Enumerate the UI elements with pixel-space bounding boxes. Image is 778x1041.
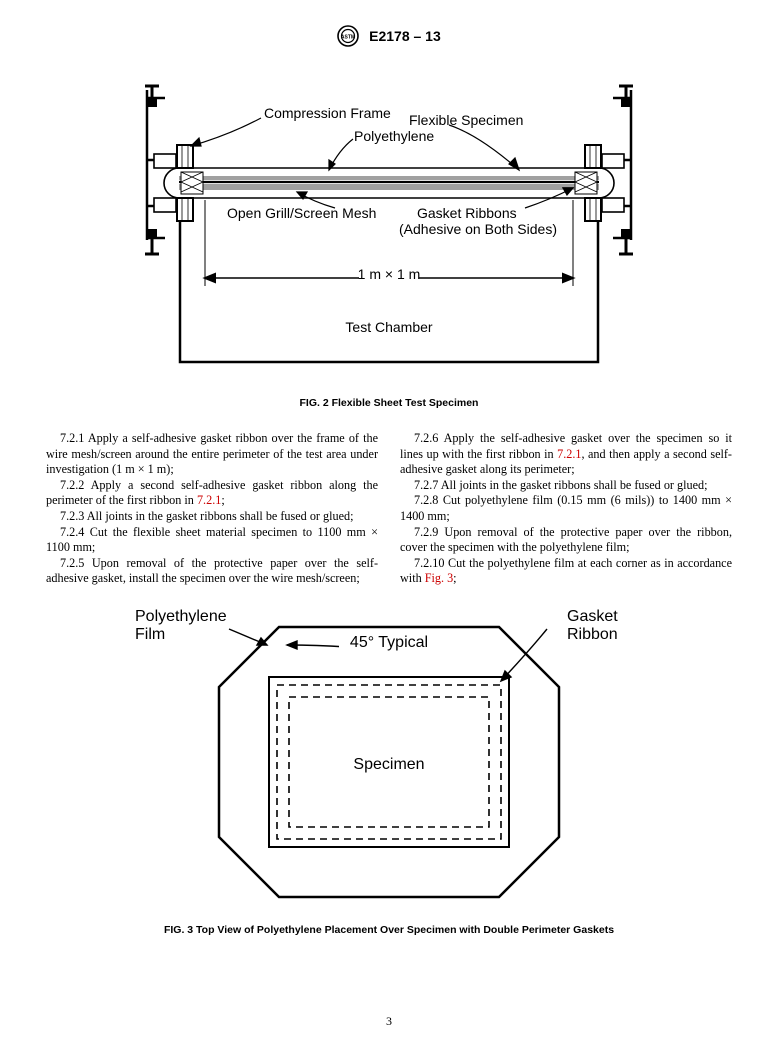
para-7-2-5: 7.2.5 Upon removal of the protective pap… — [46, 556, 378, 587]
fig3-label-poly-2: Film — [135, 626, 165, 643]
para-7-2-8: 7.2.8 Cut polyethylene film (0.15 mm (6 … — [400, 493, 732, 524]
figure-2-caption: FIG. 2 Flexible Sheet Test Specimen — [46, 397, 732, 409]
fig3-label-gasket-1: Gasket — [567, 608, 618, 625]
figure-3: Polyethylene Film 45° Typical Gasket Rib… — [46, 601, 732, 936]
fig2-label-polyethylene: Polyethylene — [354, 128, 434, 144]
figure-3-caption: FIG. 3 Top View of Polyethylene Placemen… — [46, 924, 732, 936]
ref-7-2-1-b: 7.2.1 — [557, 447, 581, 461]
fig2-label-dimension: 1 m × 1 m — [358, 266, 421, 282]
ref-7-2-1: 7.2.1 — [197, 493, 221, 507]
fig2-label-gasket-ribbons-2: (Adhesive on Both Sides) — [399, 221, 557, 237]
standard-id: E2178 – 13 — [369, 28, 441, 44]
para-7-2-10: 7.2.10 Cut the polyethylene film at each… — [400, 556, 732, 587]
para-7-2-2: 7.2.2 Apply a second self-adhesive gaske… — [46, 478, 378, 509]
para-7-2-4: 7.2.4 Cut the flexible sheet material sp… — [46, 525, 378, 556]
fig3-label-angle: 45° Typical — [350, 634, 428, 651]
para-7-2-1: 7.2.1 Apply a self-adhesive gasket ribbo… — [46, 431, 378, 478]
fig2-label-compression-frame: Compression Frame — [264, 105, 391, 121]
right-column: 7.2.6 Apply the self-adhesive gasket ove… — [400, 431, 732, 587]
fig2-label-gasket-ribbons-1: Gasket Ribbons — [417, 205, 517, 221]
fig3-label-specimen: Specimen — [353, 756, 424, 773]
page-number: 3 — [0, 1014, 778, 1029]
fig2-label-open-grill: Open Grill/Screen Mesh — [227, 205, 376, 221]
left-column: 7.2.1 Apply a self-adhesive gasket ribbo… — [46, 431, 378, 587]
doc-header: ASTM E2178 – 13 — [46, 25, 732, 50]
para-7-2-7: 7.2.7 All joints in the gasket ribbons s… — [400, 478, 732, 494]
fig3-label-poly-1: Polyethylene — [135, 608, 227, 625]
svg-text:ASTM: ASTM — [341, 35, 355, 41]
body-columns: 7.2.1 Apply a self-adhesive gasket ribbo… — [46, 431, 732, 587]
para-7-2-3: 7.2.3 All joints in the gasket ribbons s… — [46, 509, 378, 525]
astm-logo: ASTM — [337, 25, 359, 50]
fig2-label-flexible-specimen: Flexible Specimen — [409, 112, 523, 128]
figure-2: Compression Frame Polyethylene Flexible … — [46, 60, 732, 409]
ref-fig-3: Fig. 3 — [425, 571, 453, 585]
fig2-label-test-chamber: Test Chamber — [345, 319, 432, 335]
para-7-2-6: 7.2.6 Apply the self-adhesive gasket ove… — [400, 431, 732, 478]
fig3-label-gasket-2: Ribbon — [567, 626, 618, 643]
para-7-2-9: 7.2.9 Upon removal of the protective pap… — [400, 525, 732, 556]
